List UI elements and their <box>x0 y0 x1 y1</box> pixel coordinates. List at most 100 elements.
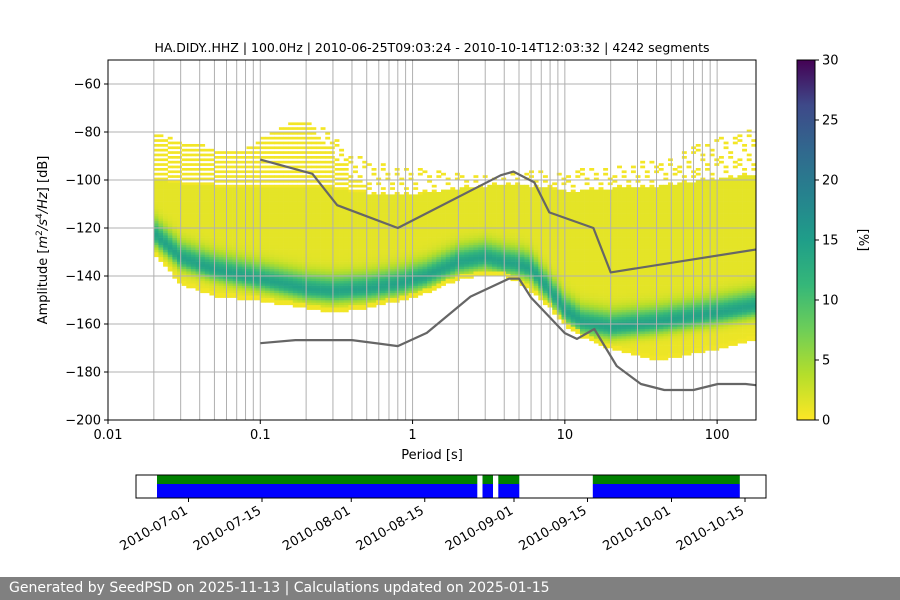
heatmap-cell <box>570 273 576 277</box>
heatmap-cell <box>427 266 433 270</box>
heatmap-cell <box>153 177 159 181</box>
heatmap-cell <box>399 220 405 224</box>
heatmap-cell <box>186 218 192 222</box>
heatmap-cell <box>556 256 562 260</box>
heatmap-cell <box>413 225 419 229</box>
heatmap-cell <box>589 168 595 171</box>
heatmap-cell <box>441 278 446 282</box>
heatmap-cell <box>348 295 354 298</box>
heatmap-cell <box>190 252 196 255</box>
heatmap-cell <box>334 194 340 198</box>
heatmap-cell <box>195 196 201 200</box>
heatmap-cell <box>181 192 187 195</box>
heatmap-cell <box>445 192 451 195</box>
heatmap-cell <box>584 244 590 248</box>
heatmap-cell <box>519 218 525 222</box>
heatmap-cell <box>487 213 493 217</box>
heatmap-cell <box>584 230 590 234</box>
heatmap-cell <box>153 211 159 214</box>
heatmap-cell <box>260 283 266 286</box>
heatmap-cell <box>459 266 465 270</box>
heatmap-cell <box>570 235 576 238</box>
heatmap-cell <box>218 264 224 267</box>
heatmap-cell <box>343 199 349 202</box>
heatmap-cell <box>167 232 173 236</box>
heatmap-cell <box>292 276 298 279</box>
heatmap-cell <box>274 276 280 279</box>
heatmap-cell <box>501 225 507 229</box>
heatmap-cell <box>214 204 219 207</box>
heatmap-cell <box>177 228 182 231</box>
heatmap-cell <box>315 283 321 286</box>
heatmap-cell <box>357 273 363 277</box>
heatmap-cell <box>362 232 368 236</box>
heatmap-cell <box>278 151 284 154</box>
heatmap-cell <box>269 206 275 210</box>
heatmap-cell <box>153 201 159 205</box>
heatmap-cell <box>302 165 307 169</box>
heatmap-cell <box>579 278 585 282</box>
heatmap-cell <box>473 230 479 234</box>
heatmap-cell <box>519 208 525 212</box>
heatmap-cell <box>394 252 400 255</box>
heatmap-cell <box>343 307 349 310</box>
heatmap-cell <box>413 242 419 246</box>
heatmap-cell <box>487 244 493 248</box>
heatmap-cell <box>177 271 182 274</box>
heatmap-cell <box>353 295 358 298</box>
heatmap-cell <box>334 225 340 229</box>
heatmap-cell <box>325 290 331 294</box>
heatmap-cell <box>579 276 585 279</box>
heatmap-cell <box>311 242 317 246</box>
heatmap-cell <box>204 244 210 248</box>
heatmap-cell <box>505 242 511 246</box>
heatmap-cell <box>278 223 284 226</box>
heatmap-cell <box>353 225 358 229</box>
heatmap-cell <box>542 297 548 301</box>
heatmap-cell <box>315 196 321 200</box>
heatmap-cell <box>260 256 266 260</box>
heatmap-cell <box>380 211 386 214</box>
heatmap-cell <box>195 225 201 229</box>
heatmap-cell <box>237 247 243 250</box>
heatmap-cell <box>274 235 280 238</box>
heatmap-cell <box>422 232 428 236</box>
heatmap-cell <box>464 256 470 260</box>
heatmap-cell <box>186 194 192 198</box>
heatmap-cell <box>320 189 326 193</box>
heatmap-cell <box>274 280 280 284</box>
heatmap-cell <box>315 235 321 238</box>
heatmap-cell <box>158 232 164 236</box>
heatmap-cell <box>329 273 335 277</box>
heatmap-cell <box>408 218 414 222</box>
heatmap-cell <box>515 189 521 193</box>
heatmap-cell <box>579 312 585 315</box>
heatmap-cell <box>348 206 354 210</box>
heatmap-cell <box>172 141 178 145</box>
heatmap-cell <box>227 237 233 241</box>
heatmap-cell <box>283 218 289 222</box>
heatmap-cell <box>348 189 354 193</box>
heatmap-cell <box>589 228 595 231</box>
heatmap-cell <box>292 204 298 207</box>
heatmap-cell <box>380 278 386 282</box>
heatmap-cell <box>399 242 405 246</box>
heatmap-cell <box>524 218 530 222</box>
heatmap-cell <box>163 201 169 205</box>
heatmap-cell <box>464 242 470 246</box>
heatmap-cell <box>325 230 331 234</box>
heatmap-cell <box>265 230 270 234</box>
heatmap-cell <box>427 244 433 248</box>
heatmap-cell <box>195 206 201 210</box>
heatmap-cell <box>385 228 391 231</box>
heatmap-cell <box>269 208 275 212</box>
heatmap-cell <box>366 304 372 308</box>
heatmap-cell <box>177 266 182 270</box>
heatmap-cell <box>311 285 317 289</box>
heatmap-cell <box>399 194 405 198</box>
heatmap-cell <box>306 242 312 246</box>
heatmap-cell <box>292 264 298 267</box>
heatmap-cell <box>227 235 233 238</box>
heatmap-cell <box>232 288 238 291</box>
heatmap-cell <box>579 309 585 313</box>
